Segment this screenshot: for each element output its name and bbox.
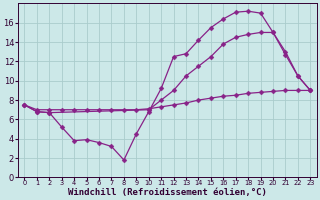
X-axis label: Windchill (Refroidissement éolien,°C): Windchill (Refroidissement éolien,°C) xyxy=(68,188,267,197)
